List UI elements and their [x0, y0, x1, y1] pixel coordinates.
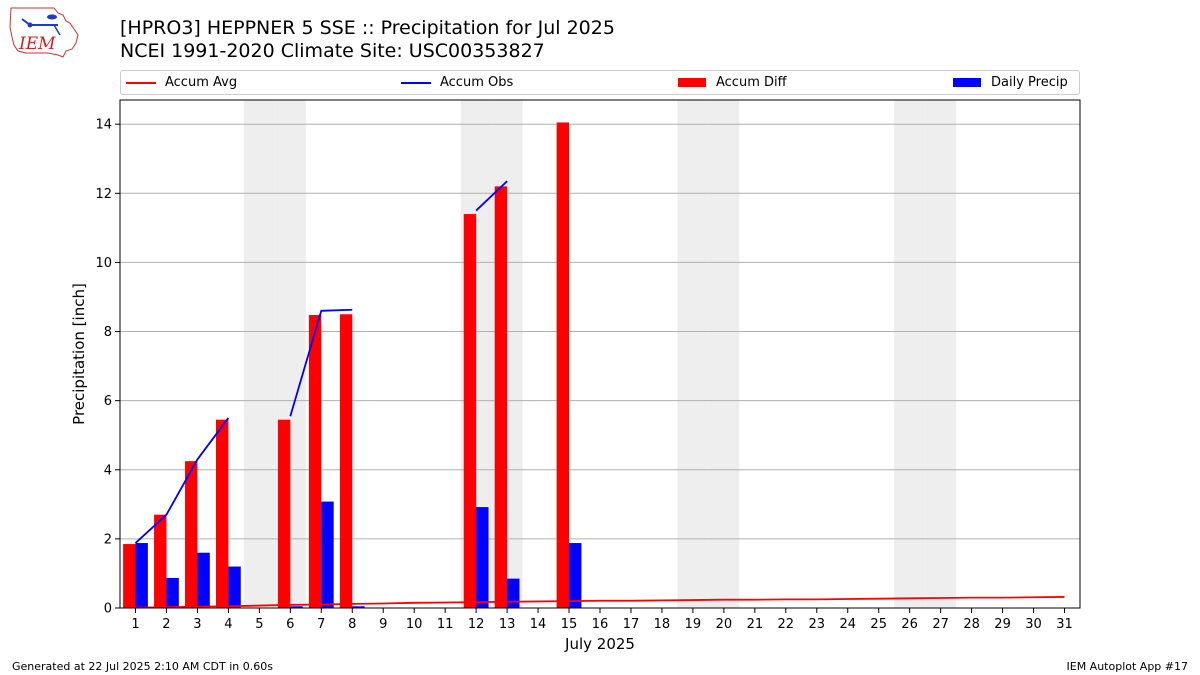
x-tick-label: 6 — [286, 617, 294, 632]
accum-obs-line — [475, 180, 508, 212]
daily-precip-bar — [228, 566, 241, 608]
daily-precip-bar — [352, 606, 365, 608]
chart-title: [HPRO3] HEPPNER 5 SSE :: Precipitation f… — [120, 17, 615, 39]
x-tick-label: 22 — [778, 617, 795, 632]
x-tick-label: 23 — [809, 617, 826, 632]
x-axis-label: July 2025 — [564, 635, 635, 653]
daily-precip-bar — [476, 507, 489, 608]
x-tick-label: 3 — [193, 617, 201, 632]
y-tick-label: 12 — [95, 187, 112, 202]
chart-subtitle: NCEI 1991-2020 Climate Site: USC00353827 — [120, 40, 545, 62]
legend-swatch-accum-avg — [126, 81, 156, 84]
y-tick-label: 8 — [104, 325, 112, 340]
accum-diff-bar — [308, 314, 322, 608]
accum-diff-bar — [123, 544, 136, 608]
x-tick-label: 7 — [317, 617, 325, 632]
y-tick-label: 6 — [104, 394, 112, 409]
x-tick-label: 30 — [1025, 617, 1042, 632]
legend-item-accum-diff: Accum Diff — [678, 71, 787, 94]
accum-diff-bar — [556, 122, 570, 608]
y-tick-label: 0 — [104, 602, 112, 617]
daily-precip-bar — [166, 577, 179, 608]
legend-item-accum-avg: Accum Avg — [126, 71, 237, 94]
legend-label-accum-diff: Accum Diff — [716, 75, 787, 90]
x-tick-label: 18 — [654, 617, 671, 632]
x-tick-label: 10 — [406, 617, 423, 632]
y-tick-label: 4 — [104, 463, 112, 478]
x-tick-label: 24 — [839, 617, 856, 632]
x-tick-label: 31 — [1056, 617, 1073, 632]
daily-precip-bar — [197, 552, 210, 608]
legend-swatch-accum-obs — [401, 81, 431, 84]
x-tick-label: 1 — [131, 617, 139, 632]
x-tick-label: 28 — [963, 617, 980, 632]
weekend-shade-band — [925, 100, 957, 608]
y-tick-label: 14 — [95, 118, 112, 133]
x-tick-label: 19 — [685, 617, 702, 632]
accum-obs-line — [289, 308, 353, 417]
daily-precip-bar — [569, 543, 582, 608]
x-tick-label: 9 — [379, 617, 387, 632]
x-tick-label: 11 — [437, 617, 454, 632]
y-tick-label: 10 — [95, 256, 112, 271]
x-tick-label: 8 — [348, 617, 356, 632]
accum-avg-line — [135, 596, 1065, 609]
x-tick-label: 26 — [901, 617, 918, 632]
accum-diff-bar — [277, 419, 291, 608]
x-tick-label: 12 — [468, 617, 485, 632]
x-tick-label: 21 — [747, 617, 764, 632]
weekend-shade-band — [708, 100, 740, 608]
legend-swatch-daily-precip — [953, 78, 981, 87]
x-tick-label: 13 — [499, 617, 516, 632]
daily-precip-bar — [290, 606, 303, 608]
x-tick-label: 20 — [716, 617, 733, 632]
legend-label-daily-precip: Daily Precip — [991, 75, 1068, 90]
daily-precip-bar — [135, 543, 148, 608]
x-tick-label: 29 — [994, 617, 1011, 632]
x-tick-label: 2 — [162, 617, 170, 632]
legend-item-accum-obs: Accum Obs — [401, 71, 513, 94]
legend-swatch-accum-diff — [678, 78, 706, 87]
weekend-shade-band — [894, 100, 926, 608]
accum-diff-bar — [185, 461, 198, 608]
x-tick-label: 17 — [623, 617, 640, 632]
accum-diff-bar — [339, 314, 353, 608]
accum-diff-bar — [154, 514, 167, 608]
daily-precip-bar — [321, 501, 334, 608]
generated-timestamp: Generated at 22 Jul 2025 2:10 AM CDT in … — [12, 660, 273, 673]
weekend-shade-band — [243, 100, 275, 608]
autoplot-app-label: IEM Autoplot App #17 — [1066, 660, 1189, 673]
legend-item-daily-precip: Daily Precip — [953, 71, 1068, 94]
x-tick-label: 16 — [592, 617, 609, 632]
legend-label-accum-avg: Accum Avg — [165, 75, 238, 90]
accum-diff-bar — [216, 419, 229, 608]
y-axis-label: Precipitation [inch] — [70, 283, 88, 425]
x-tick-label: 14 — [530, 617, 547, 632]
daily-precip-bar — [507, 578, 520, 608]
x-tick-label: 5 — [255, 617, 263, 632]
accum-diff-bar — [494, 186, 508, 608]
y-tick-label: 2 — [104, 532, 112, 547]
chart-legend: Accum Avg Accum Obs Accum Diff Daily Pre… — [120, 70, 1080, 95]
x-tick-label: 27 — [932, 617, 949, 632]
accum-obs-line — [134, 417, 230, 544]
x-tick-label: 4 — [224, 617, 232, 632]
legend-label-accum-obs: Accum Obs — [440, 75, 514, 90]
x-tick-label: 25 — [870, 617, 887, 632]
x-tick-label: 15 — [561, 617, 578, 632]
iem-logo: IEM — [9, 7, 79, 58]
logo-text: IEM — [18, 34, 56, 54]
accum-diff-bar — [463, 214, 477, 608]
weekend-shade-band — [677, 100, 709, 608]
